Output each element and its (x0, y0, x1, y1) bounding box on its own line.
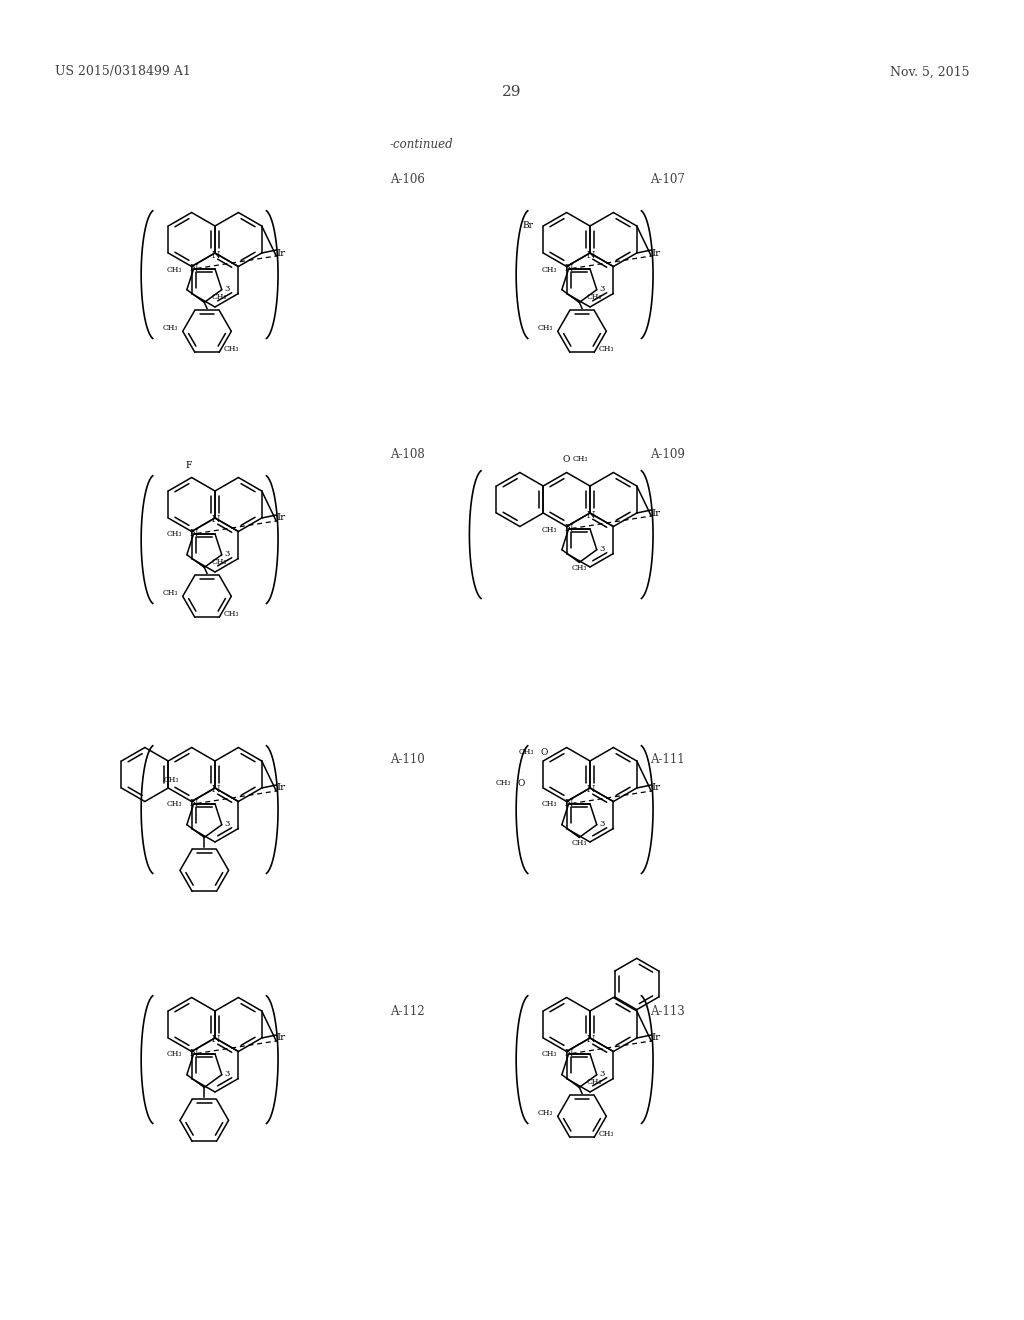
Text: A-110: A-110 (390, 752, 425, 766)
Text: N: N (212, 1035, 220, 1044)
Text: 3: 3 (224, 1071, 230, 1078)
Text: O: O (517, 779, 525, 788)
Text: CH₃: CH₃ (542, 800, 557, 808)
Text: F: F (185, 461, 193, 470)
Text: CH₃: CH₃ (587, 1078, 602, 1086)
Text: A-113: A-113 (650, 1005, 685, 1018)
Text: A-106: A-106 (390, 173, 425, 186)
Text: Ir: Ir (651, 508, 660, 517)
Text: A-107: A-107 (650, 173, 685, 186)
Text: N: N (212, 516, 220, 524)
Text: N: N (189, 799, 198, 808)
Text: N: N (189, 264, 198, 273)
Text: 3: 3 (224, 285, 230, 293)
Text: CH₃: CH₃ (166, 800, 181, 808)
Text: CH₃: CH₃ (166, 265, 181, 273)
Text: Ir: Ir (276, 1034, 286, 1043)
Text: N: N (587, 511, 595, 520)
Text: CH₃: CH₃ (223, 610, 239, 618)
Text: N: N (564, 1049, 572, 1059)
Text: CH₃: CH₃ (538, 325, 553, 333)
Text: Br: Br (522, 222, 534, 231)
Text: O: O (563, 454, 570, 463)
Text: 3: 3 (600, 1071, 605, 1078)
Text: N: N (189, 529, 198, 539)
Text: CH₃: CH₃ (573, 455, 589, 463)
Text: CH₃: CH₃ (212, 558, 227, 566)
Text: CH₃: CH₃ (571, 565, 587, 573)
Text: N: N (587, 251, 595, 260)
Text: CH₃: CH₃ (542, 265, 557, 273)
Text: A-111: A-111 (650, 752, 685, 766)
Text: CH₃: CH₃ (166, 531, 181, 539)
Text: CH₃: CH₃ (587, 293, 602, 301)
Text: CH₃: CH₃ (519, 748, 535, 756)
Text: CH₃: CH₃ (164, 776, 179, 784)
Text: A-112: A-112 (390, 1005, 425, 1018)
Text: Ir: Ir (651, 784, 660, 792)
Text: CH₃: CH₃ (598, 1130, 613, 1138)
Text: CH₃: CH₃ (598, 346, 613, 354)
Text: CH₃: CH₃ (571, 840, 587, 847)
Text: 3: 3 (224, 550, 230, 558)
Text: CH₃: CH₃ (163, 589, 178, 597)
Text: CH₃: CH₃ (223, 346, 239, 354)
Text: CH₃: CH₃ (542, 1051, 557, 1059)
Text: US 2015/0318499 A1: US 2015/0318499 A1 (55, 66, 190, 78)
Text: CH₃: CH₃ (542, 525, 557, 533)
Text: CH₃: CH₃ (163, 325, 178, 333)
Text: N: N (564, 524, 572, 533)
Text: N: N (189, 1049, 198, 1059)
Text: Ir: Ir (276, 513, 286, 523)
Text: N: N (212, 785, 220, 795)
Text: 3: 3 (600, 545, 605, 553)
Text: CH₃: CH₃ (538, 1109, 553, 1117)
Text: N: N (564, 264, 572, 273)
Text: Ir: Ir (276, 248, 286, 257)
Text: O: O (541, 748, 548, 756)
Text: CH₃: CH₃ (212, 293, 227, 301)
Text: A-108: A-108 (390, 447, 425, 461)
Text: Ir: Ir (276, 784, 286, 792)
Text: 29: 29 (502, 84, 522, 99)
Text: N: N (587, 785, 595, 795)
Text: N: N (564, 799, 572, 808)
Text: N: N (587, 1035, 595, 1044)
Text: A-109: A-109 (650, 447, 685, 461)
Text: CH₃: CH₃ (166, 1051, 181, 1059)
Text: 3: 3 (600, 285, 605, 293)
Text: Nov. 5, 2015: Nov. 5, 2015 (891, 66, 970, 78)
Text: CH₃: CH₃ (496, 779, 511, 787)
Text: 3: 3 (600, 821, 605, 829)
Text: Ir: Ir (651, 248, 660, 257)
Text: Ir: Ir (651, 1034, 660, 1043)
Text: N: N (212, 251, 220, 260)
Text: 3: 3 (224, 821, 230, 829)
Text: -continued: -continued (390, 139, 454, 150)
